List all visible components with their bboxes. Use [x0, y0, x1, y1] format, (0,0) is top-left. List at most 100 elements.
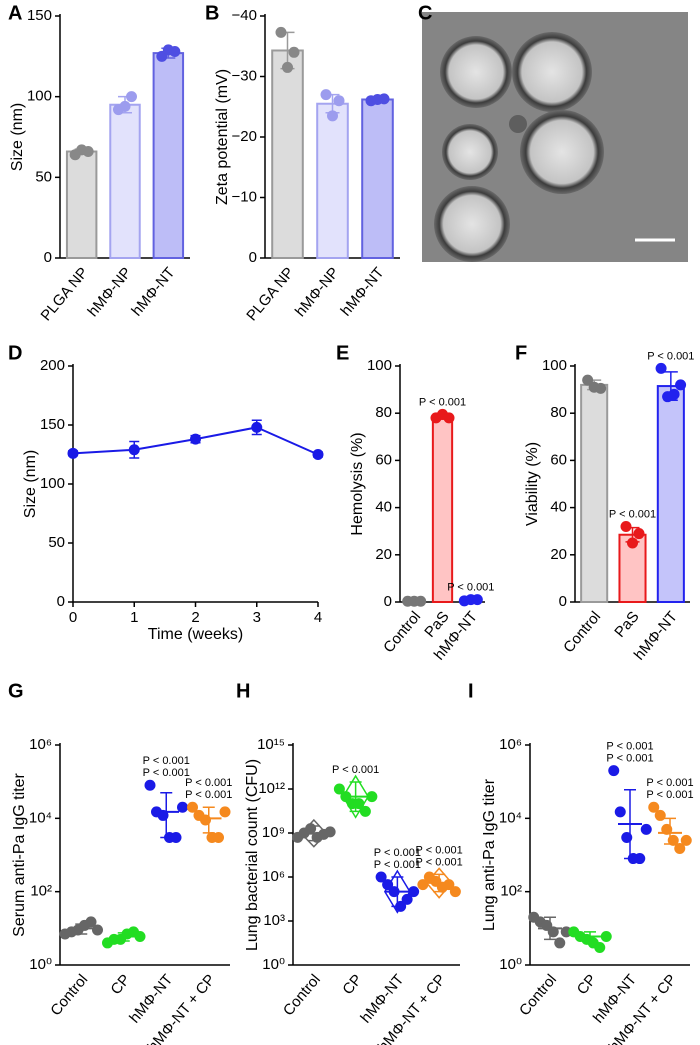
point [627, 537, 638, 549]
point [169, 45, 181, 57]
point [119, 100, 131, 112]
y-tick-label: 10⁹ [262, 824, 285, 841]
bar [316, 102, 349, 259]
y-tick-label: 100 [542, 357, 567, 374]
y-axis-label: Size (nm) [9, 103, 26, 171]
bar [580, 383, 609, 603]
point [200, 814, 211, 826]
point [408, 886, 420, 898]
point [600, 930, 612, 942]
point [126, 91, 137, 103]
x-tick-label: Control [380, 608, 424, 656]
point [582, 374, 594, 386]
point [327, 110, 338, 122]
point [92, 924, 103, 936]
y-tick-label: −10 [232, 188, 257, 205]
y-tick-label: 10¹⁵ [257, 736, 285, 753]
y-tick-label: 10² [500, 883, 522, 900]
x-tick-label: PLGA NP [37, 264, 91, 324]
point [654, 809, 666, 821]
bar [65, 150, 98, 260]
point [634, 853, 646, 865]
point [157, 809, 169, 821]
bar [656, 385, 685, 603]
point [667, 834, 679, 846]
y-tick-label: 10⁰ [262, 956, 285, 973]
point [134, 930, 146, 942]
annotation: P < 0.001 [447, 581, 494, 593]
point [288, 46, 300, 58]
point [443, 879, 455, 891]
point [471, 594, 483, 606]
y-tick-label: 100 [367, 357, 392, 374]
x-tick-label: CP [107, 971, 133, 998]
y-tick-label: 60 [550, 451, 567, 468]
point [333, 783, 345, 795]
point [82, 146, 94, 158]
y-axis-label: Hemolysis (%) [349, 432, 366, 535]
point [661, 823, 673, 835]
y-tick-label: 150 [27, 7, 52, 24]
x-tick-label: Control [560, 608, 604, 656]
annotation: P < 0.001 [185, 789, 232, 801]
x-tick-label: CP [574, 971, 600, 998]
point [187, 801, 198, 813]
y-tick-label: 10³ [263, 912, 285, 929]
point [190, 433, 201, 445]
y-tick-label: 10⁶ [262, 868, 285, 885]
panel-label: E [336, 342, 349, 364]
x-tick-label: hMΦ-NT [128, 264, 178, 319]
panel-label: B [205, 2, 219, 24]
y-axis-label: Lung anti-Pa IgG titer [481, 778, 498, 931]
x-tick-label: PaS [611, 608, 642, 641]
point [621, 832, 633, 844]
annotation: P < 0.001 [606, 753, 653, 765]
x-tick-label: Control [516, 971, 560, 1019]
point [449, 886, 461, 898]
panel-label: A [8, 2, 22, 24]
x-tick-label: 3 [253, 609, 261, 626]
annotation: P < 0.001 [374, 859, 421, 871]
y-tick-label: 10² [30, 883, 52, 900]
y-tick-label: −20 [232, 128, 257, 145]
y-tick-label: 0 [44, 249, 52, 266]
point [219, 806, 231, 818]
y-tick-label: 100 [40, 475, 65, 492]
annotation: P < 0.001 [143, 755, 190, 767]
annotation: P < 0.001 [185, 777, 232, 789]
y-tick-label: 40 [550, 499, 567, 516]
point [674, 843, 686, 855]
panel-label: I [468, 680, 474, 702]
x-tick-label: hMΦ-NP [84, 264, 135, 320]
y-tick-label: 10⁴ [29, 809, 52, 826]
annotation: P < 0.001 [143, 767, 190, 779]
point [640, 823, 652, 835]
bar [271, 49, 304, 259]
point [128, 444, 140, 456]
y-axis-label: Viability (%) [524, 442, 541, 526]
annotation: P < 0.001 [609, 508, 656, 520]
point [443, 412, 455, 424]
x-tick-label: Control [280, 971, 324, 1019]
point [375, 871, 387, 883]
point [67, 447, 79, 459]
point [170, 832, 182, 844]
y-tick-label: 20 [550, 546, 567, 563]
y-tick-label: 0 [57, 593, 65, 610]
y-tick-label: 10¹² [258, 780, 285, 797]
point [144, 779, 156, 791]
annotation: P < 0.001 [332, 764, 379, 776]
y-tick-label: 50 [48, 534, 65, 551]
y-tick-label: 0 [384, 593, 392, 610]
panel-label: C [418, 2, 432, 24]
point [366, 791, 378, 803]
bar [361, 98, 394, 259]
y-axis-label: Zeta potential (mV) [214, 69, 231, 205]
point [282, 61, 293, 73]
point [668, 388, 680, 400]
y-tick-label: 60 [375, 451, 392, 468]
x-tick-label: PLGA NP [243, 264, 297, 324]
point [85, 916, 97, 928]
annotation: P < 0.001 [647, 350, 694, 362]
